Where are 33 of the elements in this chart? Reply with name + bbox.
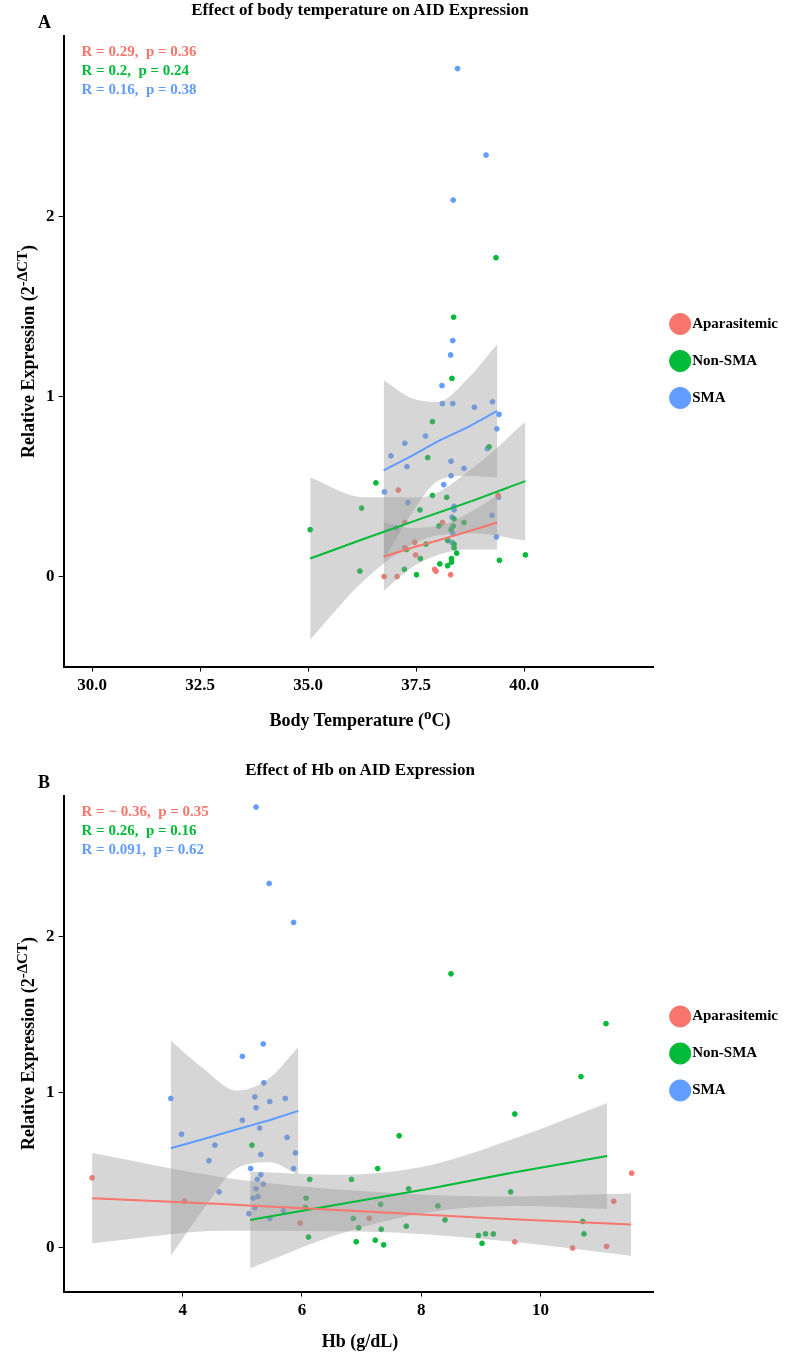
x-tick-label: 37.5 <box>401 675 431 695</box>
annotation: R = 0.091, p = 0.62 <box>81 840 205 857</box>
y-tick-label: 0 <box>46 565 55 585</box>
x-axis-title: Hb (g/dL) <box>320 1331 400 1352</box>
x-tick-label: 8 <box>416 1300 426 1320</box>
chart-title: Effect of body temperature on AID Expression <box>190 0 530 20</box>
y-tick-label: 1 <box>46 1081 55 1101</box>
annotation: R = 0.16, p = 0.38 <box>81 80 197 97</box>
legend-label: Non-SMA <box>692 1044 758 1061</box>
y-tick-label: 1 <box>46 385 55 405</box>
x-axis-title: Body Temperature ($^{o}$C) <box>268 706 452 731</box>
annotation: R = − 0.36, p = 0.35 <box>81 802 209 819</box>
annotation: R = 0.2, p = 0.24 <box>81 61 190 78</box>
legend-label: SMA <box>692 388 726 405</box>
x-tick-label: 6 <box>297 1300 307 1320</box>
x-tick-label: 30.0 <box>77 675 107 695</box>
x-tick-label: 10 <box>531 1300 549 1320</box>
y-tick-label: 0 <box>46 1237 55 1257</box>
text: B <box>38 772 51 793</box>
legend-label: SMA <box>692 1081 726 1098</box>
y-tick-label: 2 <box>46 205 55 225</box>
legend-label: Non-SMA <box>692 351 758 368</box>
text: A <box>38 12 51 33</box>
annotation: R = 0.26, p = 0.16 <box>81 821 198 838</box>
x-tick-label: 4 <box>178 1300 188 1320</box>
legend-label: Aparasitemic <box>692 1007 779 1024</box>
annotation: R = 0.29, p = 0.36 <box>81 42 198 59</box>
chart-title: Effect of Hb on AID Expression <box>244 760 476 780</box>
x-tick-label: 35.0 <box>293 675 323 695</box>
x-tick-label: 40.0 <box>509 675 539 695</box>
x-tick-label: 32.5 <box>185 675 215 695</box>
y-tick-label: 2 <box>46 925 55 945</box>
legend-label: Aparasitemic <box>692 314 779 331</box>
